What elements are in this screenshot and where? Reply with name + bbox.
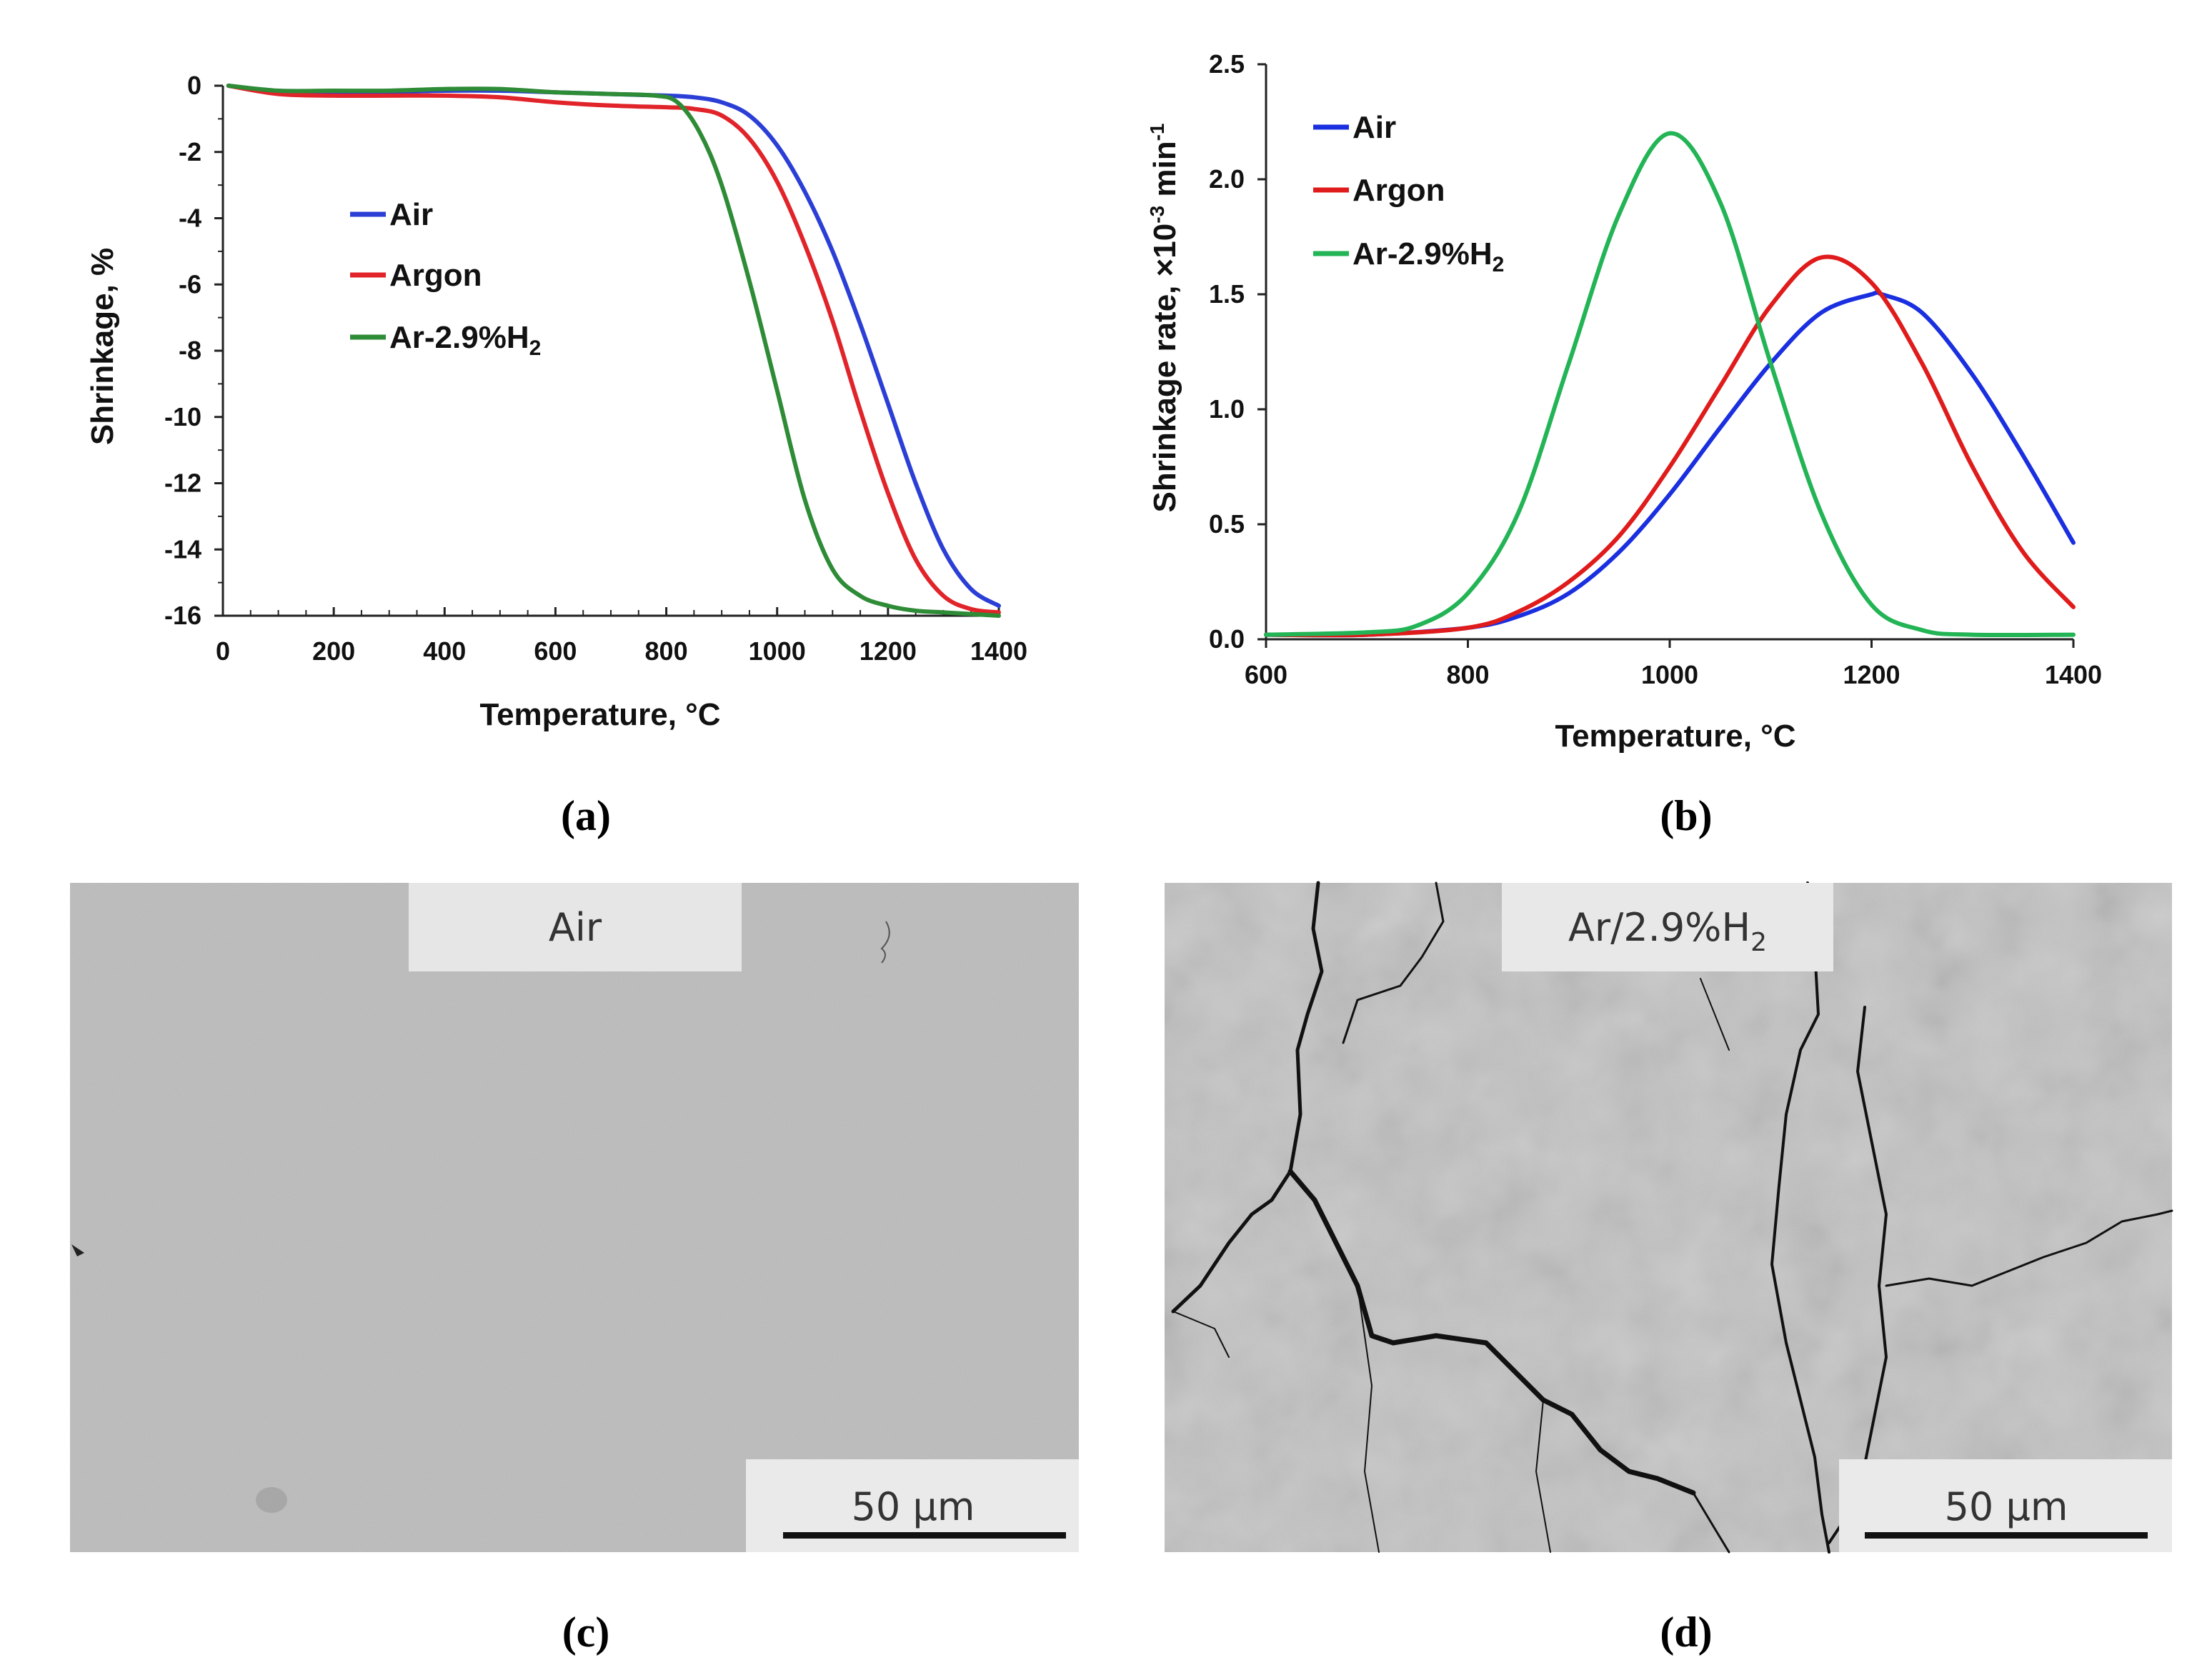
chart-a-y-tick-label: 0 bbox=[187, 71, 201, 100]
chart-a-x-label: Temperature, °C bbox=[479, 697, 720, 732]
micrograph-c-texture bbox=[70, 883, 1079, 1552]
chart-b: 0.0 0.5 1.0 1.5 2.0 2.5 600 800 1000 1200 1400 Te… bbox=[1146, 49, 2102, 754]
chart-b-x-tick-label: 1000 bbox=[1641, 660, 1698, 689]
micrograph-c: Air 50 µm bbox=[70, 883, 1079, 1552]
micrograph-c-dark-spot bbox=[256, 1487, 287, 1513]
micrograph-d-label: Ar/2.9%H2 bbox=[1568, 905, 1767, 957]
chart-a: 0 -2 -4 -6 -8 -10 -12 -14 -16 0 200 400 600 800 1000 1… bbox=[85, 71, 1027, 732]
micrograph-c-label-box bbox=[409, 883, 742, 971]
chart-b-x-label: Temperature, °C bbox=[1555, 719, 1795, 754]
chart-b-y-label: Shrinkage rate, ×10-3 min-1 bbox=[1146, 123, 1182, 512]
chart-b-y-ticks: 0.0 0.5 1.0 1.5 2.0 2.5 bbox=[1209, 49, 1266, 654]
chart-a-y-tick-label: -4 bbox=[179, 204, 201, 233]
micrograph-c-defect bbox=[71, 1244, 84, 1256]
micrograph-d: Ar/2.9%H2 50 µm bbox=[1165, 881, 2173, 1554]
chart-b-y-tick-label: 2.5 bbox=[1209, 49, 1245, 79]
chart-a-y-label: Shrinkage, % bbox=[85, 248, 120, 445]
chart-a-legend-air: Air bbox=[389, 197, 433, 232]
chart-a-x-tick-label: 0 bbox=[216, 636, 230, 666]
chart-a-x-tick-label: 1400 bbox=[970, 636, 1027, 666]
panel-label-b: (b) bbox=[1660, 792, 1712, 839]
chart-b-y-tick-label: 2.0 bbox=[1209, 164, 1245, 194]
chart-a-x-tick-label: 1000 bbox=[749, 636, 806, 666]
micrograph-c-label: Air bbox=[549, 905, 602, 950]
chart-b-legend-air: Air bbox=[1352, 110, 1396, 145]
chart-b-legend: Air Argon Ar-2.9%H2 bbox=[1313, 110, 1504, 276]
micrograph-d-texture bbox=[1165, 883, 2172, 1552]
chart-a-y-tick-label: -2 bbox=[179, 137, 201, 166]
chart-a-x-tick-label: 200 bbox=[312, 636, 355, 666]
micrograph-d-label-box bbox=[1502, 883, 1833, 971]
micrograph-c-scale-bar bbox=[783, 1532, 1066, 1539]
chart-a-y-tick-label: -16 bbox=[164, 601, 201, 630]
chart-a-x-tick-label: 800 bbox=[645, 636, 688, 666]
chart-b-y-tick-label: 1.5 bbox=[1209, 279, 1245, 309]
panel-label-d: (d) bbox=[1660, 1609, 1712, 1656]
chart-b-legend-argon: Argon bbox=[1352, 173, 1445, 208]
chart-a-legend: Air Argon Ar-2.9%H2 bbox=[350, 197, 541, 360]
micrograph-c-small-defect bbox=[880, 921, 890, 964]
chart-a-y-tick-label: -14 bbox=[164, 534, 201, 564]
chart-a-legend-arh2: Ar-2.9%H2 bbox=[389, 320, 541, 360]
chart-a-y-tick-label: -12 bbox=[164, 469, 201, 498]
chart-b-line-ar-2-9-h2 bbox=[1264, 131, 2076, 638]
chart-b-y-tick-label: 0.5 bbox=[1209, 509, 1245, 539]
chart-a-x-tick-label: 1200 bbox=[860, 636, 917, 666]
chart-b-x-tick-label: 1200 bbox=[1843, 660, 1900, 689]
chart-a-x-tick-label: 600 bbox=[534, 636, 577, 666]
chart-a-x-tick-label: 400 bbox=[423, 636, 466, 666]
chart-a-line-air bbox=[226, 84, 1001, 609]
chart-a-series bbox=[226, 84, 1001, 618]
chart-b-x-ticks: 600 800 1000 1200 1400 bbox=[1245, 639, 2102, 689]
chart-a-x-ticks: 0 200 400 600 800 1000 1200 1400 bbox=[216, 607, 1027, 666]
chart-b-x-tick-label: 1400 bbox=[2045, 660, 2102, 689]
micrograph-c-scale-label: 50 µm bbox=[852, 1484, 975, 1529]
chart-b-series bbox=[1264, 131, 2076, 638]
chart-a-y-ticks: 0 -2 -4 -6 -8 -10 -12 -14 -16 bbox=[164, 71, 223, 630]
chart-a-y-tick-label: -10 bbox=[164, 402, 201, 431]
chart-b-legend-arh2: Ar-2.9%H2 bbox=[1352, 236, 1504, 276]
chart-b-x-tick-label: 800 bbox=[1446, 660, 1489, 689]
chart-b-x-tick-label: 600 bbox=[1245, 660, 1287, 689]
micrograph-d-scale-bar bbox=[1865, 1532, 2148, 1539]
micrograph-d-scale-label: 50 µm bbox=[1945, 1484, 2068, 1529]
chart-a-y-tick-label: -6 bbox=[179, 269, 201, 299]
chart-a-line-ar-2-9-h2 bbox=[226, 84, 1001, 618]
chart-a-y-tick-label: -8 bbox=[179, 336, 201, 365]
panel-label-a: (a) bbox=[561, 792, 611, 839]
chart-a-legend-argon: Argon bbox=[389, 258, 482, 293]
panel-label-c: (c) bbox=[562, 1609, 610, 1656]
chart-b-line-argon bbox=[1264, 254, 2076, 638]
chart-b-y-tick-label: 0.0 bbox=[1209, 624, 1245, 654]
chart-b-y-tick-label: 1.0 bbox=[1209, 394, 1245, 424]
chart-a-line-argon bbox=[226, 84, 1001, 615]
